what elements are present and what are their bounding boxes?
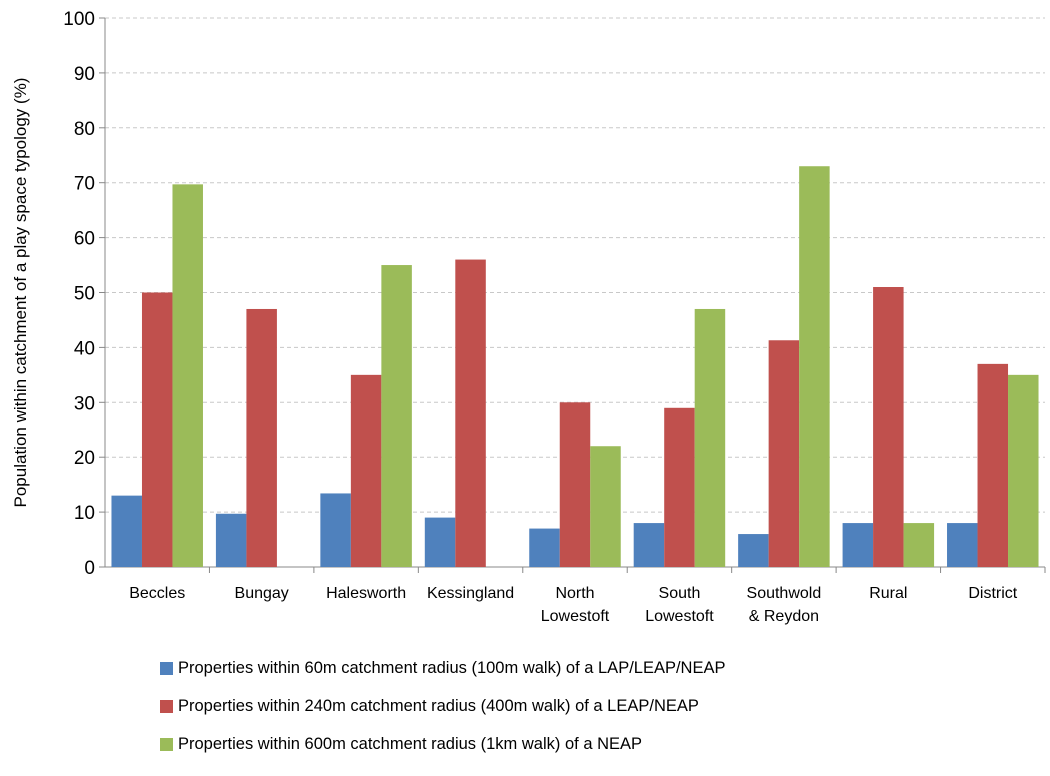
y-tick-label: 30 (74, 393, 95, 414)
legend-swatch (160, 662, 173, 675)
bar-3 (590, 446, 621, 567)
legend-item: Properties within 240m catchment radius … (160, 694, 1040, 719)
bar-1 (320, 493, 351, 567)
bar-1 (947, 523, 978, 567)
y-tick-label: 10 (74, 503, 95, 524)
x-tick-label: Southwold & Reydon (747, 585, 822, 625)
legend: Properties within 60m catchment radius (… (160, 656, 1040, 770)
y-tick-label: 0 (84, 558, 95, 579)
bar-3 (799, 166, 830, 568)
x-tick-label: Bungay (235, 585, 289, 602)
bar-1 (111, 495, 142, 567)
x-tick-label: Halesworth (326, 585, 406, 602)
bar-3 (903, 523, 935, 567)
legend-label: Properties within 60m catchment radius (… (178, 659, 726, 677)
x-tick-label: South Lowestoft (645, 585, 714, 625)
x-tick-label: Kessingland (427, 585, 514, 602)
bar-2 (664, 407, 695, 567)
bar-3 (694, 308, 726, 567)
bar-1 (738, 534, 769, 567)
bar-1 (529, 528, 560, 567)
bar-3 (1008, 374, 1039, 567)
bar-2 (246, 308, 277, 567)
y-tick-label: 60 (74, 229, 95, 250)
bar-2 (141, 292, 173, 567)
x-tick-label: Beccles (129, 585, 185, 602)
bar-1 (633, 523, 665, 567)
bar-2 (977, 363, 1009, 567)
bar-2 (873, 287, 904, 567)
legend-label: Properties within 600m catchment radius … (178, 735, 643, 753)
bar-2 (455, 259, 486, 567)
y-tick-label: 40 (74, 338, 95, 359)
bar-chart: 0 10 20 30 40 50 60 70 80 90 100 Population within … (11, 9, 1046, 625)
bar-2 (768, 340, 800, 567)
legend-item: Properties within 60m catchment radius (… (160, 656, 1040, 681)
x-tick-label: North Lowestoft (541, 585, 610, 625)
y-tick-label: 50 (74, 284, 95, 305)
bar-2 (559, 402, 591, 567)
legend-swatch (160, 738, 173, 751)
bar-3 (172, 184, 203, 568)
y-tick-label: 100 (63, 9, 95, 30)
y-tick-label: 80 (74, 119, 95, 140)
y-tick-label: 90 (74, 64, 95, 85)
bar-1 (215, 513, 247, 567)
y-tick-label: 70 (74, 174, 95, 195)
legend-label: Properties within 240m catchment radius … (178, 697, 699, 715)
y-axis-label: Population within catchment of a play sp… (11, 78, 30, 508)
legend-item: Properties within 600m catchment radius … (160, 732, 1040, 757)
x-tick-label: Rural (869, 585, 907, 602)
bar-3 (381, 265, 412, 567)
bar-1 (842, 523, 874, 567)
y-tick-label: 20 (74, 448, 95, 469)
bar-2 (350, 374, 382, 567)
bar-1 (424, 517, 456, 567)
legend-swatch (160, 700, 173, 713)
x-tick-label: District (968, 585, 1017, 602)
